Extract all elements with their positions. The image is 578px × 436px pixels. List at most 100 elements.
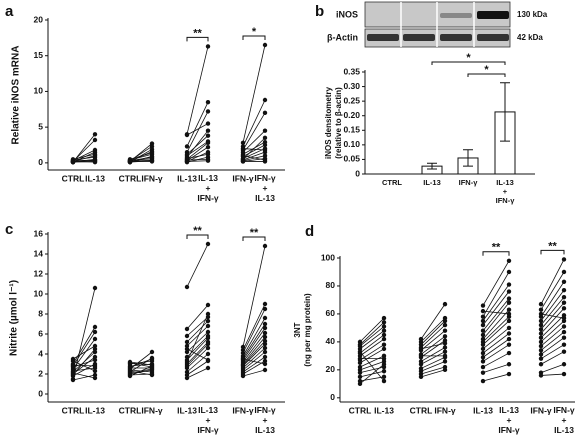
x-tick-label: IL-13	[177, 173, 197, 183]
x-tick-label: IL-13 + IFN-γ	[197, 173, 219, 203]
data-point	[442, 322, 448, 328]
pair-line	[420, 369, 446, 378]
pair-line	[72, 360, 96, 372]
pair-line	[482, 298, 510, 331]
data-point	[418, 374, 424, 380]
data-point	[92, 159, 98, 165]
data-point	[357, 356, 363, 361]
pair-line	[540, 363, 565, 374]
pair-line	[186, 160, 209, 162]
pair-line	[186, 343, 209, 367]
data-point	[418, 353, 424, 359]
pair-line	[482, 310, 510, 315]
data-point	[205, 121, 211, 126]
data-point	[92, 346, 98, 352]
error-bar	[500, 82, 510, 142]
y-tick-label: 0.15	[343, 125, 360, 135]
pair-line	[186, 353, 209, 373]
data-point	[538, 335, 544, 340]
significance-bracket	[186, 234, 209, 239]
pair-line	[359, 330, 385, 350]
significance-label: **	[193, 225, 202, 237]
data-point	[184, 375, 190, 381]
y-tick-label: 0.10	[343, 139, 360, 149]
data-point	[538, 343, 544, 349]
data-point	[262, 147, 268, 153]
data-point	[506, 325, 512, 331]
data-point	[381, 315, 387, 321]
x-tick-label: IFN-γ + IL-13	[254, 405, 276, 435]
data-point	[184, 346, 190, 352]
y-tick-label: 80	[326, 280, 336, 290]
pair-line	[242, 303, 266, 351]
x-tick-label: IFN-γ	[232, 405, 254, 415]
data-point	[506, 371, 512, 377]
pair-line	[242, 148, 266, 159]
data-point	[205, 158, 211, 163]
pair-line	[482, 271, 510, 317]
data-point	[357, 374, 363, 380]
pair-line	[482, 373, 510, 382]
pair-line	[129, 152, 153, 160]
data-point	[70, 159, 76, 164]
pair-line	[186, 130, 209, 158]
data-point	[262, 110, 268, 116]
pair-line	[242, 155, 266, 161]
y-tick-label: 40	[326, 336, 336, 346]
data-point	[205, 128, 211, 133]
data-point	[70, 362, 76, 368]
significance-label: *	[252, 26, 257, 38]
significance-label: **	[492, 242, 501, 254]
pair-line	[482, 284, 510, 322]
y-tick-label: 20	[326, 364, 336, 374]
data-point	[381, 332, 387, 338]
pair-line	[482, 320, 510, 345]
pair-line	[72, 338, 96, 370]
pair-line	[540, 320, 565, 343]
pair-line	[72, 374, 96, 381]
pair-line	[186, 135, 209, 155]
data-point	[262, 97, 268, 103]
data-point	[184, 144, 190, 149]
data-point	[92, 324, 98, 330]
blot-band-label: iNOS	[336, 9, 358, 19]
data-point	[418, 362, 424, 367]
data-point	[561, 349, 567, 354]
pair-line	[420, 347, 446, 362]
data-point	[205, 345, 211, 351]
pair-line	[186, 123, 209, 136]
data-point	[442, 367, 448, 373]
x-tick-label: IL-13	[85, 173, 105, 183]
pair-line	[186, 313, 209, 363]
pair-line	[129, 370, 153, 376]
pair-line	[242, 44, 266, 143]
x-tick-label: IFN-γ	[141, 405, 163, 415]
pair-line	[359, 338, 385, 357]
pair-line	[186, 367, 209, 379]
data-point	[538, 373, 544, 378]
pair-line	[242, 137, 266, 160]
pair-line	[482, 338, 510, 358]
data-point	[205, 311, 211, 317]
data-point	[538, 322, 544, 328]
data-point	[205, 365, 211, 371]
data-point	[561, 315, 567, 321]
x-tick-label: CTRL	[62, 405, 85, 415]
pair-line	[482, 333, 510, 354]
data-point	[561, 329, 567, 335]
data-point	[92, 368, 98, 374]
pair-line	[186, 337, 209, 361]
data-point	[184, 359, 190, 365]
data-point	[240, 140, 246, 146]
x-tick-label: IL-13	[423, 178, 441, 187]
data-point	[205, 351, 211, 357]
pair-line	[420, 317, 446, 343]
y-tick-label: 0	[330, 392, 335, 402]
pair-line	[540, 351, 565, 365]
panel-label: c	[5, 221, 13, 238]
y-tick-label: 8	[38, 308, 43, 318]
x-tick-label: IFN-γ	[232, 173, 254, 183]
data-point	[149, 349, 155, 355]
significance-bracket	[467, 73, 506, 77]
data-point	[506, 311, 512, 317]
